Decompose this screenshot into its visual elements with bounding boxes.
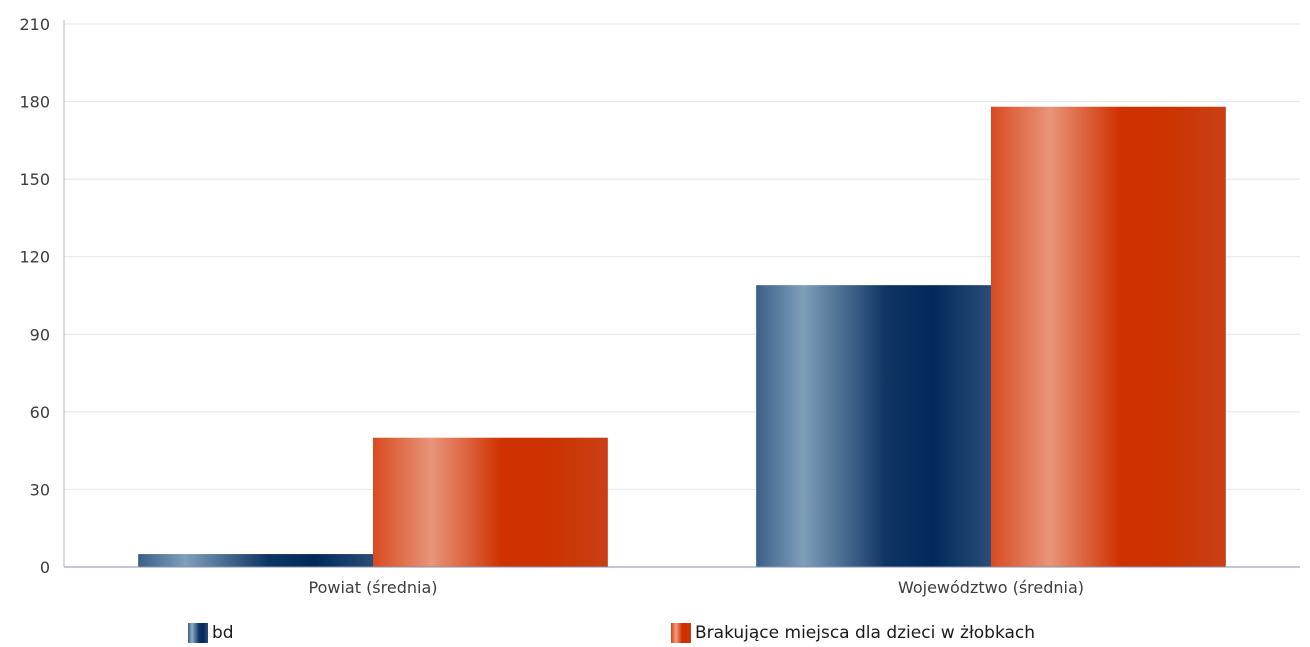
legend-item-brakujace: Brakujące miejsca dla dzieci w żłobkach <box>671 623 1035 643</box>
axis-labels: 0 30 60 90 120 150 180 210 Powiat (średnia) Wojew… <box>19 15 1084 597</box>
bar-brakujace-1 <box>991 106 1226 567</box>
bar-brakujace-0 <box>373 437 608 567</box>
x-category-label: Powiat (średnia) <box>309 578 438 597</box>
legend-item-bd: bd <box>188 623 234 643</box>
legend: bd Brakujące miejsca dla dzieci w żłobka… <box>0 623 1310 647</box>
y-tick-label: 60 <box>30 403 50 422</box>
x-category-label: Województwo (średnia) <box>898 578 1084 597</box>
bar-bd-1 <box>756 285 991 567</box>
axes <box>63 20 1300 568</box>
y-tick-label: 150 <box>19 170 50 189</box>
bar-bd-0 <box>138 554 373 567</box>
grid-lines <box>64 23 1300 490</box>
y-tick-label: 30 <box>30 480 50 499</box>
y-tick-label: 120 <box>19 248 50 267</box>
bars <box>138 106 1226 567</box>
y-tick-label: 180 <box>19 93 50 112</box>
legend-swatch-bd <box>188 623 208 643</box>
y-tick-label: 90 <box>30 325 50 344</box>
legend-swatch-brakujace <box>671 623 691 643</box>
legend-label-bd: bd <box>212 623 234 643</box>
legend-label-brakujace: Brakujące miejsca dla dzieci w żłobkach <box>695 623 1036 643</box>
y-tick-label: 210 <box>19 15 50 34</box>
y-tick-label: 0 <box>40 558 50 577</box>
